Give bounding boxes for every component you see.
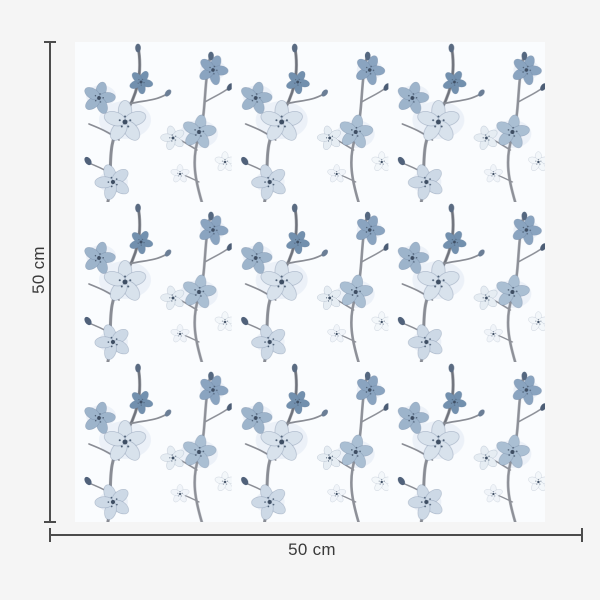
width-dimension-line <box>50 534 582 536</box>
height-dimension-line <box>49 42 51 522</box>
width-dimension-label: 50 cm <box>288 540 336 559</box>
width-dimension-cap-right <box>581 528 583 542</box>
wallpaper-swatch <box>75 42 545 522</box>
width-dimension-cap-left <box>49 528 51 542</box>
height-dimension-label: 50 cm <box>29 246 48 294</box>
height-dimension-cap-top <box>44 41 56 43</box>
height-dimension-cap-bottom <box>44 521 56 523</box>
blossom-pattern-image <box>75 42 545 522</box>
